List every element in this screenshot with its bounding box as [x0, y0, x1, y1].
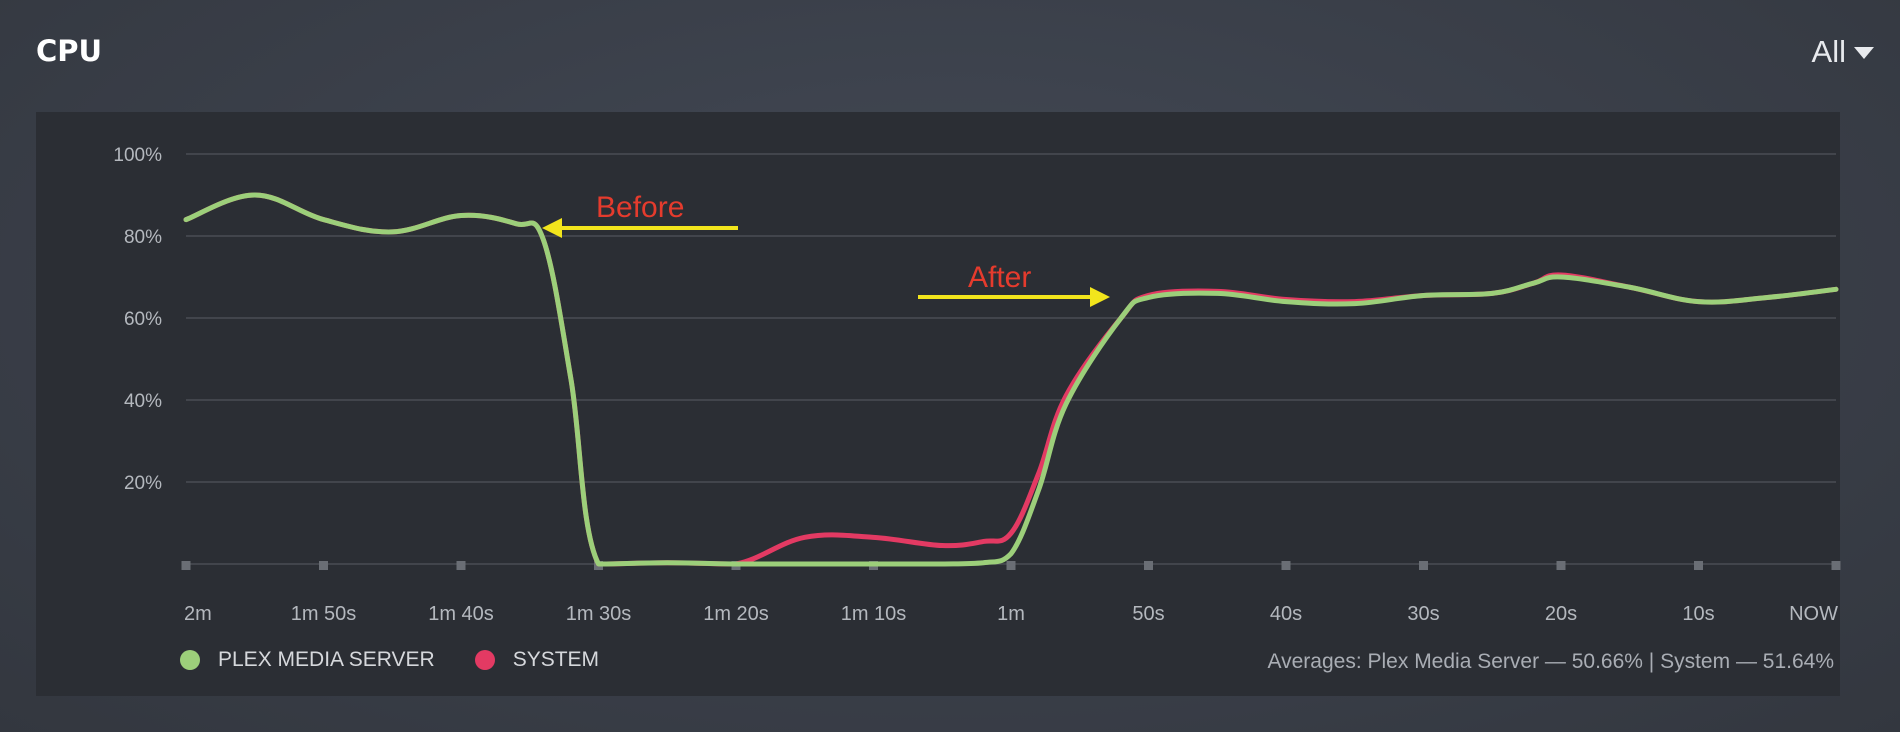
x-tick-label: NOW: [1789, 603, 1838, 625]
x-tick-label: 30s: [1407, 603, 1439, 625]
x-tick-label: 50s: [1132, 603, 1164, 625]
x-tick-marker: [1694, 561, 1703, 570]
filter-dropdown[interactable]: All: [1812, 34, 1874, 70]
y-tick-label: 20%: [124, 473, 162, 494]
before-arrow-head: [542, 218, 562, 238]
x-tick-label: 20s: [1545, 603, 1577, 625]
y-tick-label: 100%: [113, 145, 162, 166]
x-tick-marker: [181, 561, 191, 570]
after-annotation: After: [968, 261, 1031, 294]
x-tick-marker: [319, 561, 328, 570]
x-tick-label: 1m 50s: [291, 603, 357, 625]
x-tick-label: 1m 40s: [428, 603, 494, 625]
x-tick-label: 40s: [1270, 603, 1302, 625]
y-tick-label: 60%: [124, 309, 162, 330]
x-tick-marker: [1144, 561, 1153, 570]
legend-item-plex[interactable]: PLEX MEDIA SERVER: [180, 648, 435, 672]
filter-label: All: [1811, 34, 1846, 69]
x-tick-label: 1m 20s: [703, 603, 769, 625]
legend-item-system[interactable]: SYSTEM: [474, 648, 600, 672]
chart-panel: [36, 112, 1840, 696]
axis-layer: 20% 40% 60% 80% 100% 2m 1m 50s 1m 40s 1m 30s 1m 2…: [113, 145, 1841, 625]
series-line-system: [183, 192, 1839, 567]
x-tick-marker: [1281, 561, 1291, 570]
x-tick-label: 2m: [184, 603, 212, 625]
legend-label-plex: PLEX MEDIA SERVER: [218, 648, 435, 671]
x-tick-marker: [456, 561, 466, 570]
y-tick-label: 80%: [124, 227, 162, 248]
series-line-plex: [183, 192, 1839, 567]
x-tick-marker: [1419, 561, 1428, 570]
annotation-layer: Before After: [542, 191, 1110, 307]
grid-layer: [186, 153, 1836, 565]
x-tick-label: 1m 30s: [566, 603, 632, 625]
caret-down-icon: [1854, 47, 1874, 59]
legend-dot-plex: [180, 650, 200, 670]
x-tick-label: 10s: [1682, 603, 1714, 625]
averages-text: Averages: Plex Media Server — 50.66% | S…: [1267, 650, 1835, 673]
legend-label-system: SYSTEM: [512, 648, 600, 671]
chart-legend: PLEX MEDIA SERVER SYSTEM: [180, 648, 619, 672]
after-arrow-head: [1090, 287, 1110, 307]
x-tick-label: 1m 10s: [841, 603, 907, 625]
x-tick-marker: [1006, 561, 1016, 570]
x-tick-marker: [1556, 561, 1566, 570]
before-annotation: Before: [596, 191, 684, 224]
series-layer: [183, 192, 1839, 567]
page-title: CPU: [36, 34, 103, 68]
x-tick-label: 1m: [997, 603, 1025, 625]
legend-dot-system: [474, 650, 495, 670]
y-tick-label: 40%: [124, 391, 162, 412]
x-tick-marker: [1831, 561, 1841, 570]
